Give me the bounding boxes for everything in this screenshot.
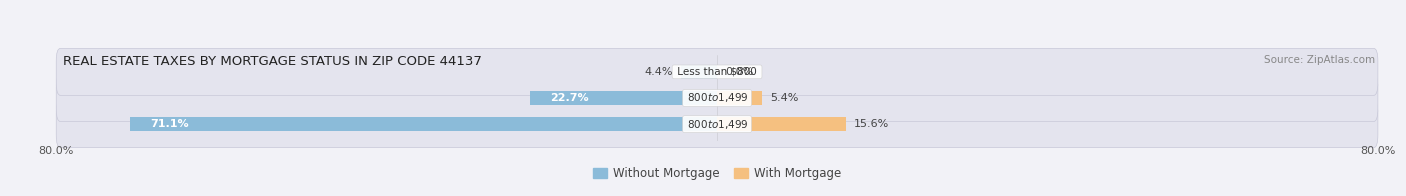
Text: 4.4%: 4.4% (644, 67, 672, 77)
Legend: Without Mortgage, With Mortgage: Without Mortgage, With Mortgage (588, 162, 846, 185)
Text: 0.0%: 0.0% (725, 67, 754, 77)
Text: REAL ESTATE TAXES BY MORTGAGE STATUS IN ZIP CODE 44137: REAL ESTATE TAXES BY MORTGAGE STATUS IN … (63, 55, 482, 68)
FancyBboxPatch shape (56, 48, 1378, 95)
Text: 71.1%: 71.1% (150, 119, 188, 129)
FancyBboxPatch shape (56, 101, 1378, 148)
Text: Less than $800: Less than $800 (673, 67, 761, 77)
Bar (717, 91, 762, 105)
Text: $800 to $1,499: $800 to $1,499 (685, 118, 749, 131)
Text: Source: ZipAtlas.com: Source: ZipAtlas.com (1264, 55, 1375, 65)
Text: $800 to $1,499: $800 to $1,499 (685, 92, 749, 104)
Bar (129, 117, 717, 131)
FancyBboxPatch shape (56, 74, 1378, 122)
Text: 5.4%: 5.4% (770, 93, 799, 103)
Bar (681, 65, 717, 79)
Bar (530, 91, 717, 105)
Text: 15.6%: 15.6% (855, 119, 890, 129)
Text: 22.7%: 22.7% (550, 93, 589, 103)
Bar (717, 117, 846, 131)
